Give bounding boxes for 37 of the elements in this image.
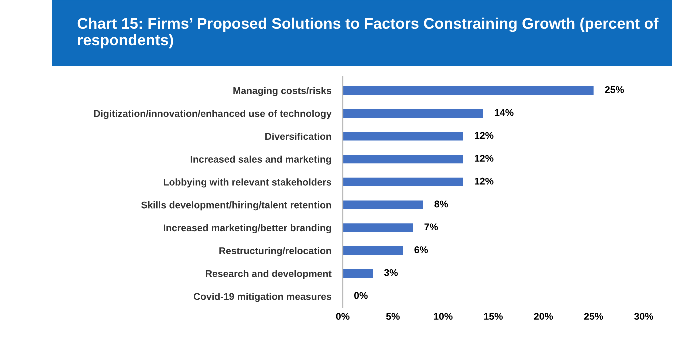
bar bbox=[343, 200, 424, 210]
bar bbox=[343, 86, 594, 96]
y-tick-label: Restructuring/relocation bbox=[220, 247, 332, 256]
y-tick-label: Managing costs/risks bbox=[234, 87, 332, 96]
y-tick-label: Lobbying with relevant stakeholders bbox=[164, 178, 332, 188]
x-tick-label: 10% bbox=[434, 313, 453, 320]
x-tick-label: 15% bbox=[484, 313, 503, 320]
bar bbox=[343, 132, 464, 141]
data-label: 3% bbox=[384, 269, 398, 276]
y-tick-label: Increased marketing/better branding bbox=[164, 224, 332, 234]
data-label: 25% bbox=[605, 86, 624, 94]
y-tick-label: Digitization/innovation/enhanced use of technology bbox=[94, 110, 332, 120]
y-tick-label: Skills development/hiring/talent retention bbox=[141, 202, 332, 211]
x-tick-label: 20% bbox=[534, 313, 554, 320]
x-tick-label: 30% bbox=[634, 313, 654, 320]
y-tick-label: Diversification bbox=[266, 132, 332, 140]
data-label: 12% bbox=[475, 178, 494, 185]
y-tick-label: Increased sales and marketing bbox=[190, 156, 332, 165]
bar bbox=[343, 109, 484, 118]
bar bbox=[343, 269, 374, 278]
bar bbox=[343, 246, 404, 256]
bar bbox=[343, 154, 464, 164]
data-label: 8% bbox=[434, 200, 448, 208]
x-tick-label: 5% bbox=[386, 313, 400, 320]
y-tick-label: Covid-19 mitigation measures bbox=[194, 293, 332, 302]
x-tick-label: 0% bbox=[336, 313, 350, 320]
data-label: 12% bbox=[475, 132, 494, 140]
chart-title: Chart 15: Firms’ Proposed Solutions to Factors Constraining Growth (percent of respondents) bbox=[78, 18, 659, 49]
data-label: 12% bbox=[475, 155, 494, 162]
x-tick-label: 25% bbox=[584, 313, 604, 320]
bar bbox=[343, 178, 464, 187]
y-tick-label: Research and development bbox=[206, 270, 332, 280]
data-label: 6% bbox=[414, 246, 428, 254]
data-label: 0% bbox=[354, 292, 368, 300]
bar bbox=[343, 224, 414, 232]
data-label: 14% bbox=[495, 109, 514, 116]
data-label: 7% bbox=[424, 224, 438, 231]
